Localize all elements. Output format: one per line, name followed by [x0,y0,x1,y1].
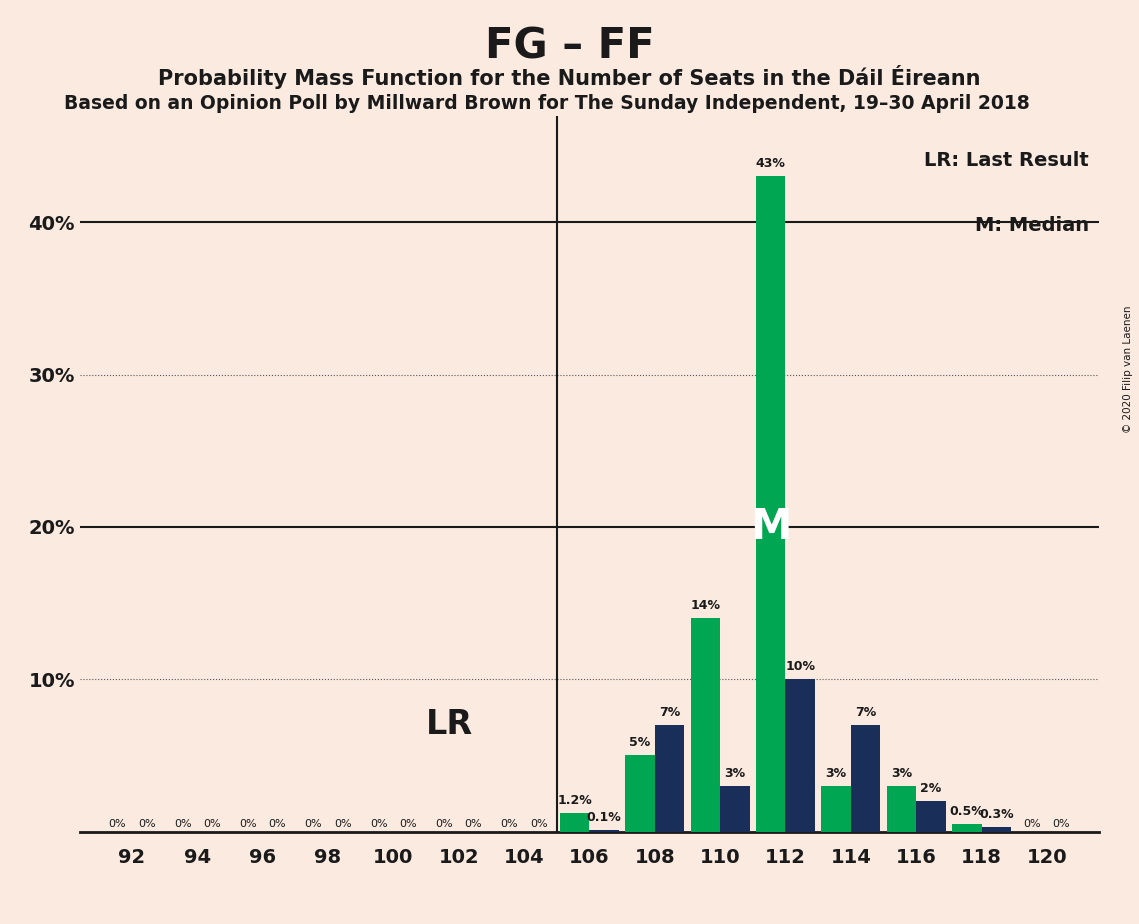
Text: 0%: 0% [334,820,352,830]
Bar [952,824,982,832]
Text: © 2020 Filip van Laenen: © 2020 Filip van Laenen [1123,306,1133,433]
Text: 5%: 5% [630,736,650,749]
Text: 0%: 0% [500,820,518,830]
Bar [821,786,851,832]
Text: 0%: 0% [203,820,221,830]
Bar [786,679,814,832]
Text: 3%: 3% [891,767,912,780]
Text: 0%: 0% [465,820,482,830]
Bar [756,176,786,832]
Text: 0%: 0% [530,820,548,830]
Text: 43%: 43% [756,157,786,170]
Text: 0%: 0% [1052,820,1071,830]
Text: 0%: 0% [174,820,191,830]
Bar [982,827,1011,832]
Text: 0.3%: 0.3% [978,808,1014,821]
Text: 0%: 0% [400,820,417,830]
Bar [720,786,749,832]
Text: 0%: 0% [269,820,286,830]
Text: Probability Mass Function for the Number of Seats in the Dáil Éireann: Probability Mass Function for the Number… [158,65,981,89]
Bar [590,830,618,832]
Bar [851,725,880,832]
Text: 0%: 0% [239,820,256,830]
Text: 0%: 0% [1023,820,1041,830]
Text: 14%: 14% [690,599,721,613]
Bar [690,618,720,832]
Bar [560,813,590,832]
Text: 0%: 0% [370,820,387,830]
Text: FG – FF: FG – FF [485,26,654,67]
Text: 1.2%: 1.2% [557,795,592,808]
Text: 2%: 2% [920,782,942,795]
Text: 3%: 3% [826,767,846,780]
Text: 0.5%: 0.5% [950,805,984,818]
Text: LR: LR [426,709,473,741]
Text: LR: Last Result: LR: Last Result [924,152,1089,170]
Text: 0%: 0% [108,820,126,830]
Text: 0%: 0% [304,820,322,830]
Text: M: Median: M: Median [975,216,1089,235]
Text: M: M [749,505,792,548]
Text: 7%: 7% [855,706,876,719]
Text: 0%: 0% [435,820,453,830]
Text: 7%: 7% [658,706,680,719]
Bar [625,756,655,832]
Text: 3%: 3% [724,767,745,780]
Bar [916,801,945,832]
Text: Based on an Opinion Poll by Millward Brown for The Sunday Independent, 19–30 Apr: Based on an Opinion Poll by Millward Bro… [64,94,1030,114]
Bar [655,725,685,832]
Text: 0.1%: 0.1% [587,811,622,824]
Text: 0%: 0% [138,820,156,830]
Bar [887,786,916,832]
Text: 10%: 10% [785,660,816,674]
